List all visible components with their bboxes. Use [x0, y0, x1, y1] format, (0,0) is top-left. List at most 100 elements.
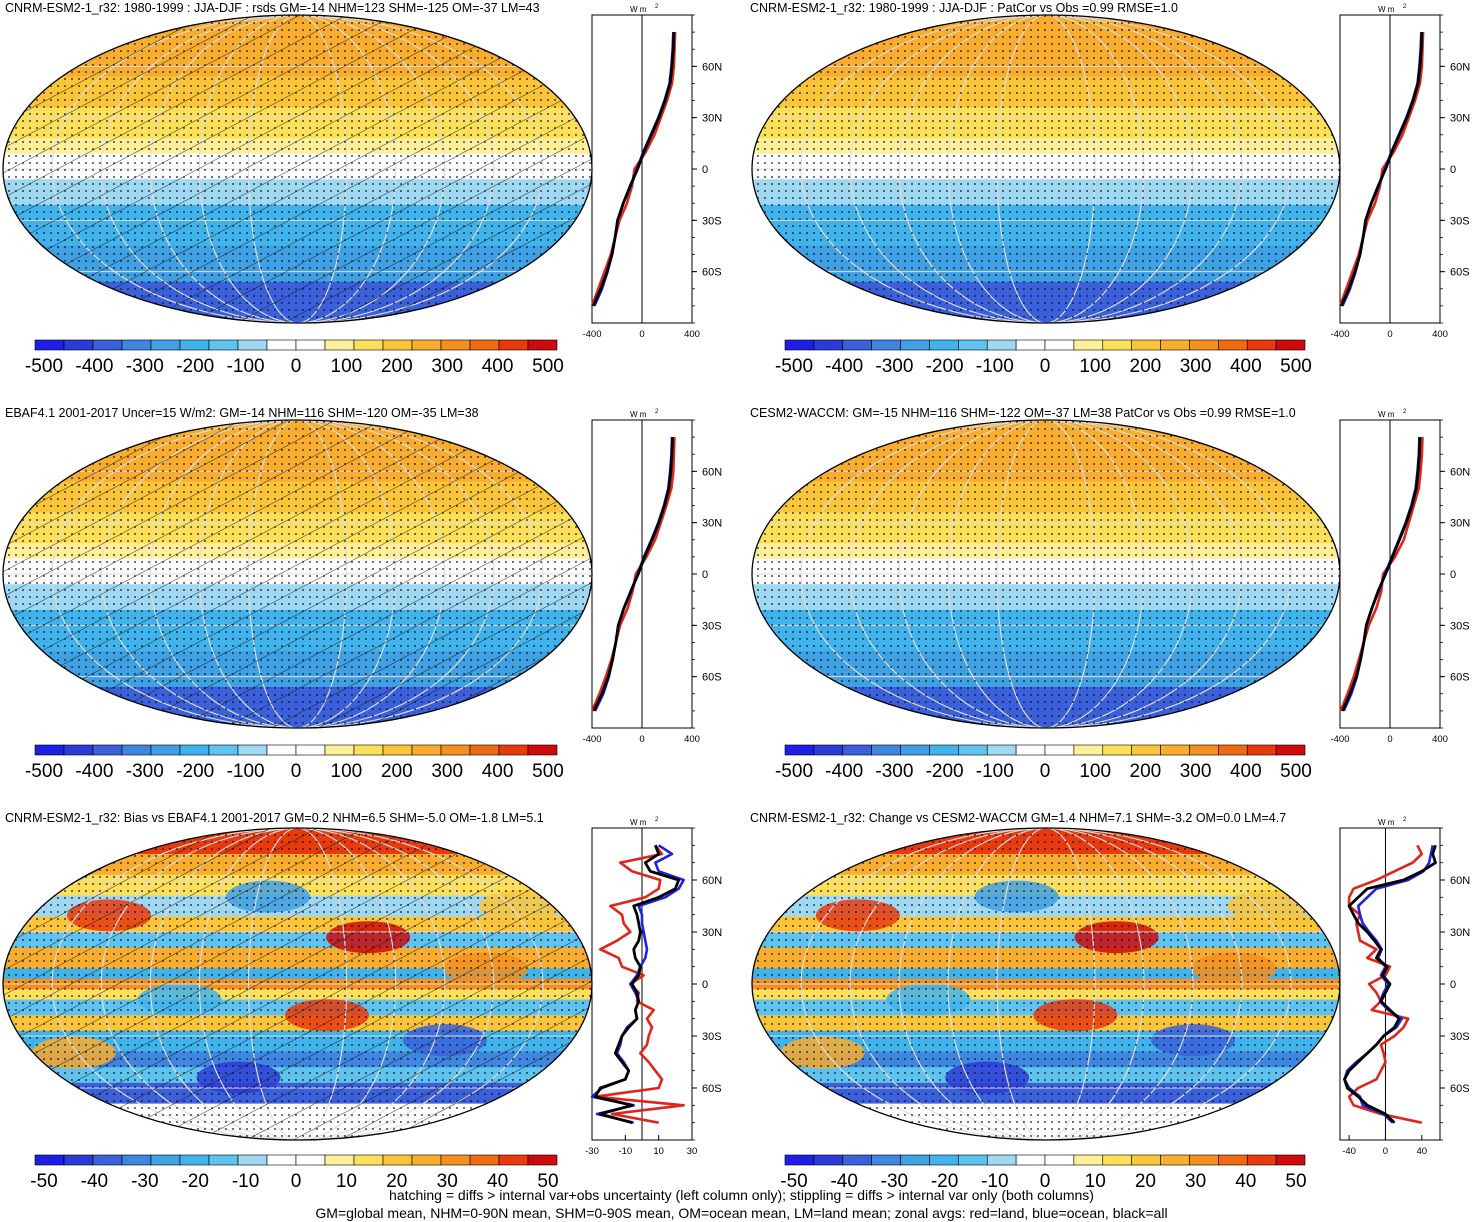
colorbar-swatch: [440, 744, 471, 756]
colorbar-tick-label: 200: [1130, 356, 1162, 377]
colorbar-tick-label: -50: [30, 1171, 57, 1192]
x-tick-label: -400: [1330, 734, 1349, 745]
colorbar-tick-label: 20: [1135, 1171, 1156, 1192]
colorbar-swatch: [1160, 744, 1190, 756]
colorbar-tick-label: -500: [25, 356, 63, 377]
colorbar-swatch: [324, 339, 355, 351]
colorbar-swatch: [1246, 744, 1277, 756]
colorbar-swatch: [266, 339, 297, 351]
stippling: [752, 420, 1340, 728]
colorbar-swatch: [871, 1154, 901, 1166]
colorbar-swatch: [1275, 339, 1306, 351]
unit-exponent: 2: [655, 409, 659, 415]
zonal-series-all: [1341, 437, 1422, 712]
lat-tick-label: 0: [702, 979, 708, 991]
colorbar-tick-label: 40: [1235, 1171, 1256, 1192]
colorbar-swatch: [266, 1154, 297, 1166]
colorbar-tick-label: -100: [227, 356, 265, 377]
zonal-series-all: [593, 844, 681, 1125]
colorbar-swatch: [1015, 339, 1046, 351]
zonal-series-all: [1340, 32, 1424, 307]
colorbar-tick-label: -300: [875, 761, 913, 782]
panel-1: CNRM-ESM2-1_r32: 1980-1999 : JJA-DJF : r…: [2, 1, 722, 377]
colorbar: -500 -400 -300 -200 -100 0 100 200 300 400 500: [25, 339, 564, 377]
colorbar-tick-label: 200: [381, 761, 413, 782]
colorbar-tick-label: 0: [1040, 356, 1051, 377]
x-tick-label: -400: [582, 329, 601, 340]
colorbar-swatch: [179, 339, 210, 351]
x-tick-label: -30: [585, 1146, 599, 1157]
colorbar-tick-label: 400: [1230, 761, 1262, 782]
colorbar-tick-label: 400: [482, 356, 514, 377]
lat-tick-label: 60N: [1450, 466, 1470, 478]
colorbar-swatch: [1275, 744, 1306, 756]
lat-tick-label: 30N: [702, 518, 722, 530]
colorbar-swatch: [1189, 339, 1219, 351]
map-field: [752, 420, 1340, 728]
colorbar-swatch: [295, 1154, 326, 1166]
colorbar-tick-label: -100: [976, 761, 1014, 782]
colorbar-tick-label: 10: [1085, 1171, 1106, 1192]
colorbar-swatch: [929, 744, 959, 756]
stippling: [752, 15, 1340, 323]
colorbar-swatch: [179, 1154, 210, 1166]
colorbar-swatch: [382, 1154, 413, 1166]
zonal-series-land: [1347, 844, 1424, 1124]
legend-note-1: hatching = diffs > internal var+obs unce…: [389, 1187, 1094, 1203]
zonal-plot: W m 2 -400 0 400 60N 30N 0 30S 60S: [1330, 4, 1470, 340]
colorbar-swatch: [1073, 339, 1104, 351]
x-tick-label: 0: [639, 734, 644, 745]
colorbar-swatch: [986, 1154, 1017, 1166]
colorbar-swatch: [440, 1154, 471, 1166]
lat-tick-label: 60N: [1450, 875, 1470, 887]
colorbar-tick-label: 50: [537, 1171, 558, 1192]
lat-tick-label: 0: [702, 569, 708, 581]
zonal-series-ocean: [593, 437, 674, 712]
colorbar-tick-label: 500: [1280, 356, 1312, 377]
x-tick-label: 400: [1432, 734, 1448, 745]
unit-label: W m: [630, 5, 647, 14]
zonal-series-all: [592, 437, 674, 712]
colorbar-tick-label: -200: [176, 761, 214, 782]
zonal-plot: W m 2 -400 0 400 60N 30N 0 30S 60S: [582, 409, 722, 745]
colorbar-swatch: [900, 744, 930, 756]
colorbar-swatch: [150, 339, 181, 351]
panel-title: EBAF4.1 2001-2017 Uncer=15 W/m2: GM=-14 …: [5, 406, 479, 420]
x-tick-label: 0: [1387, 329, 1392, 340]
colorbar-tick-label: -20: [181, 1171, 208, 1192]
panel-6: CNRM-ESM2-1_r32: Change vs CESM2-WACCM G…: [750, 811, 1470, 1192]
lat-tick-label: 30S: [1450, 215, 1470, 227]
map-field: [3, 828, 592, 1140]
x-tick-label: 0: [639, 329, 644, 340]
colorbar-swatch: [382, 339, 413, 351]
x-tick-label: 10: [653, 1146, 664, 1157]
colorbar-swatch: [527, 339, 558, 351]
colorbar-tick-label: 300: [1180, 356, 1212, 377]
colorbar-swatch: [1160, 1154, 1190, 1166]
colorbar-tick-label: 100: [331, 356, 363, 377]
colorbar-tick-label: -200: [926, 761, 964, 782]
colorbar-swatch: [208, 1154, 239, 1166]
panel-title: CNRM-ESM2-1_r32: Bias vs EBAF4.1 2001-20…: [5, 811, 544, 825]
colorbar-swatch: [353, 339, 384, 351]
hatching: [3, 420, 592, 728]
x-tick-label: -400: [1330, 329, 1349, 340]
unit-label: W m: [1378, 410, 1395, 419]
unit-exponent: 2: [1403, 817, 1407, 823]
colorbar-swatch: [527, 744, 558, 756]
zonal-series-all: [592, 32, 676, 307]
colorbar-swatch: [527, 1154, 558, 1166]
zonal-series-ocean: [590, 844, 686, 1124]
zonal-plot: W m 2 -400 0 400 60N 30N 0 30S 60S: [1330, 409, 1470, 745]
colorbar-swatch: [1102, 1154, 1132, 1166]
colorbar: -50 -40 -30 -20 -10 0 10 20 30 40 50: [30, 1154, 559, 1192]
colorbar-swatch: [411, 339, 442, 351]
colorbar-tick-label: 200: [381, 356, 413, 377]
x-tick-label: 400: [684, 329, 700, 340]
colorbar-tick-label: 400: [482, 761, 514, 782]
lat-tick-label: 60S: [702, 1083, 722, 1095]
lat-tick-label: 0: [1450, 569, 1456, 581]
map-field: [752, 828, 1340, 1140]
colorbar-swatch: [208, 339, 239, 351]
lat-tick-label: 60N: [702, 61, 722, 73]
